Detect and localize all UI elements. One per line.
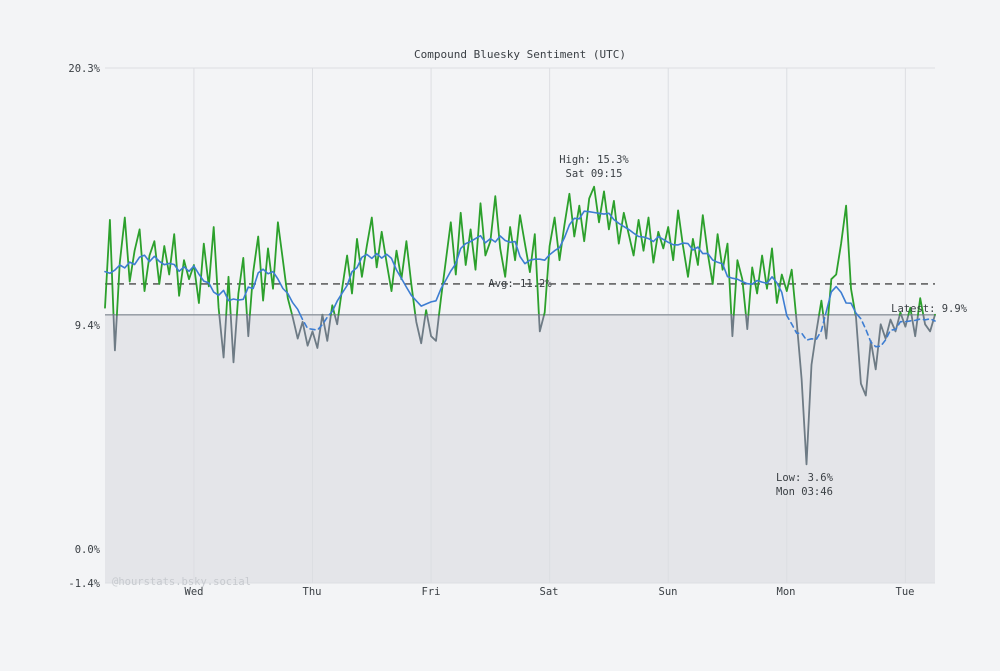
high-annotation-time: Sat 09:15 xyxy=(566,168,623,180)
raw-sentiment-line-segment xyxy=(907,306,913,316)
raw-sentiment-line-segment xyxy=(426,313,440,342)
raw-sentiment-line-segment xyxy=(116,216,221,316)
raw-sentiment-line-segment xyxy=(229,313,238,364)
low-annotation-time: Mon 03:46 xyxy=(776,486,833,498)
y-tick-mid: 9.4% xyxy=(75,320,101,332)
x-tick-thu: Thu xyxy=(303,586,322,598)
avg-annotation: Avg: 11.2% xyxy=(488,278,552,290)
high-annotation-value: High: 15.3% xyxy=(559,154,629,166)
raw-sentiment-line-segment xyxy=(910,313,919,338)
x-axis: Wed Thu Fri Sat Sun Mon Tue xyxy=(185,586,915,598)
y-tick-max: 20.3% xyxy=(68,63,100,75)
raw-sentiment-line-segment xyxy=(438,195,540,316)
smoothed-trend-line-segment xyxy=(299,313,331,331)
latest-annotation: Latest: 9.9% xyxy=(891,303,968,315)
watermark: @hourstats.bsky.social xyxy=(112,576,251,588)
x-tick-sun: Sun xyxy=(659,586,678,598)
raw-sentiment-line-segment xyxy=(543,185,733,316)
y-axis: 20.3% 9.4% 0.0% -1.4% xyxy=(68,63,100,590)
x-tick-wed: Wed xyxy=(185,586,204,598)
x-tick-tue: Tue xyxy=(896,586,915,598)
raw-sentiment-line-segment xyxy=(795,313,820,466)
raw-sentiment-line-segment xyxy=(225,275,232,316)
raw-sentiment-line-segment xyxy=(900,313,910,328)
raw-sentiment-line-segment xyxy=(854,313,901,397)
raw-sentiment-line-segment xyxy=(414,313,427,345)
raw-sentiment-line-segment xyxy=(747,247,797,316)
raw-sentiment-line-segment xyxy=(917,297,925,316)
raw-sentiment-line-segment xyxy=(818,299,825,316)
smoothed-trend-line-segment xyxy=(856,313,936,348)
raw-sentiment-line-segment xyxy=(337,216,417,316)
x-tick-fri: Fri xyxy=(422,586,441,598)
raw-sentiment-line-segment xyxy=(827,204,857,316)
raw-sentiment-line-segment xyxy=(245,313,251,338)
x-tick-sat: Sat xyxy=(540,586,559,598)
raw-sentiment-line-segment xyxy=(291,313,324,349)
raw-sentiment-line-segment xyxy=(218,313,228,359)
raw-sentiment-line-segment xyxy=(745,313,750,331)
raw-sentiment-line-segment xyxy=(538,313,545,333)
raw-sentiment-line-segment xyxy=(333,313,340,326)
raw-sentiment-line-segment xyxy=(822,313,830,340)
y-tick-min: -1.4% xyxy=(68,578,100,590)
smoothed-trend-line-segment xyxy=(328,210,788,316)
y-tick-zero: 0.0% xyxy=(75,544,101,556)
raw-sentiment-line-segment xyxy=(248,221,294,316)
raw-sentiment-line-segment xyxy=(321,313,332,342)
annotations: High: 15.3% Sat 09:15 Low: 3.6% Mon 03:4… xyxy=(488,154,967,498)
plot-area xyxy=(104,67,936,584)
x-tick-mon: Mon xyxy=(777,586,796,598)
smoothed-trend-line-segment xyxy=(104,254,302,316)
raw-sentiment-line-segment xyxy=(104,218,115,316)
low-annotation-value: Low: 3.6% xyxy=(776,472,834,484)
raw-sentiment-line-segment xyxy=(424,309,428,316)
raw-sentiment-line-segment xyxy=(235,256,248,316)
raw-sentiment-line-segment xyxy=(732,259,747,316)
raw-sentiment-line-segment xyxy=(112,313,118,352)
below-threshold-shade xyxy=(105,314,935,583)
chart-title: Compound Bluesky Sentiment (UTC) xyxy=(414,48,626,61)
smoothed-trend-line-segment xyxy=(824,285,859,316)
smoothed-trend-line-segment xyxy=(785,313,827,341)
raw-sentiment-line-segment xyxy=(730,313,735,338)
